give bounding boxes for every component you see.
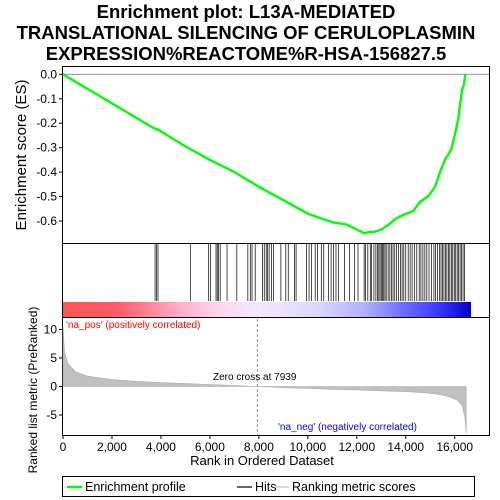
ranking-color-bar bbox=[63, 302, 471, 317]
x-tick-label: 2,000 bbox=[97, 440, 127, 454]
x-tick-label: 6,000 bbox=[195, 440, 225, 454]
es-y-tick-label: -0.2 bbox=[36, 116, 57, 130]
x-axis-label: Rank in Ordered Dataset bbox=[190, 453, 334, 468]
x-tick-label: 16,000 bbox=[436, 440, 473, 454]
zero-cross-label: Zero cross at 7939 bbox=[213, 372, 297, 383]
ranked-y-tick-label: 0 bbox=[50, 379, 57, 393]
es-y-tick-label: -0.3 bbox=[36, 141, 57, 155]
ranked-metric-fill bbox=[62, 326, 467, 434]
ranked-y-tick-label: 10 bbox=[44, 322, 58, 336]
legend-enrichment-label: Enrichment profile bbox=[85, 480, 186, 494]
legend-ranking-label: Ranking metric scores bbox=[292, 480, 416, 494]
chart-title-line-2: TRANSLATIONAL SILENCING OF CERULOPLASMIN bbox=[17, 22, 476, 43]
x-tick-label: 12,000 bbox=[338, 440, 375, 454]
ranked-y-tick-label: 5 bbox=[50, 351, 57, 365]
es-y-axis: 0.0 -0.1 -0.2 -0.3 -0.4 -0.5 -0.6 bbox=[36, 67, 63, 228]
es-panel-frame bbox=[62, 66, 490, 244]
x-tick-label: 0 bbox=[60, 440, 67, 454]
legend-box bbox=[62, 476, 475, 497]
es-y-tick-label: -0.4 bbox=[36, 165, 57, 179]
x-tick-label: 14,000 bbox=[387, 440, 424, 454]
positive-correlation-label: 'na_pos' (positively correlated) bbox=[66, 320, 200, 331]
chart-title-line-3: EXPRESSION%REACTOME%R-HSA-156827.5 bbox=[46, 43, 447, 64]
es-y-tick-label: -0.6 bbox=[36, 214, 57, 228]
hits-group bbox=[154, 244, 465, 301]
x-tick-label: 8,000 bbox=[244, 440, 274, 454]
ranked-y-tick-label: -5 bbox=[46, 408, 57, 422]
ranked-y-axis: 10 5 0 -5 bbox=[44, 322, 63, 422]
x-axis: 0 2,000 4,000 6,000 8,000 10,000 12,000 14,000 1… bbox=[60, 435, 473, 454]
ranked-metric-area bbox=[62, 326, 467, 434]
es-curve-group bbox=[62, 73, 467, 235]
enrichment-profile-line bbox=[62, 73, 467, 235]
es-y-tick-label: 0.0 bbox=[40, 67, 57, 81]
x-tick-label: 10,000 bbox=[289, 440, 326, 454]
x-tick-label: 4,000 bbox=[146, 440, 176, 454]
es-y-tick-label: -0.5 bbox=[36, 190, 57, 204]
negative-correlation-label: 'na_neg' (negatively correlated) bbox=[278, 422, 417, 433]
ranked-panel-frame bbox=[62, 317, 490, 436]
chart-title-line-1: Enrichment plot: L13A-MEDIATED bbox=[97, 1, 396, 22]
es-y-axis-label: Enrichment score (ES) bbox=[13, 80, 30, 231]
es-y-tick-label: -0.1 bbox=[36, 92, 57, 106]
legend-hits-label: Hits bbox=[255, 480, 277, 494]
ranked-y-axis-label: Ranked list metric (PreRanked) bbox=[26, 307, 40, 474]
